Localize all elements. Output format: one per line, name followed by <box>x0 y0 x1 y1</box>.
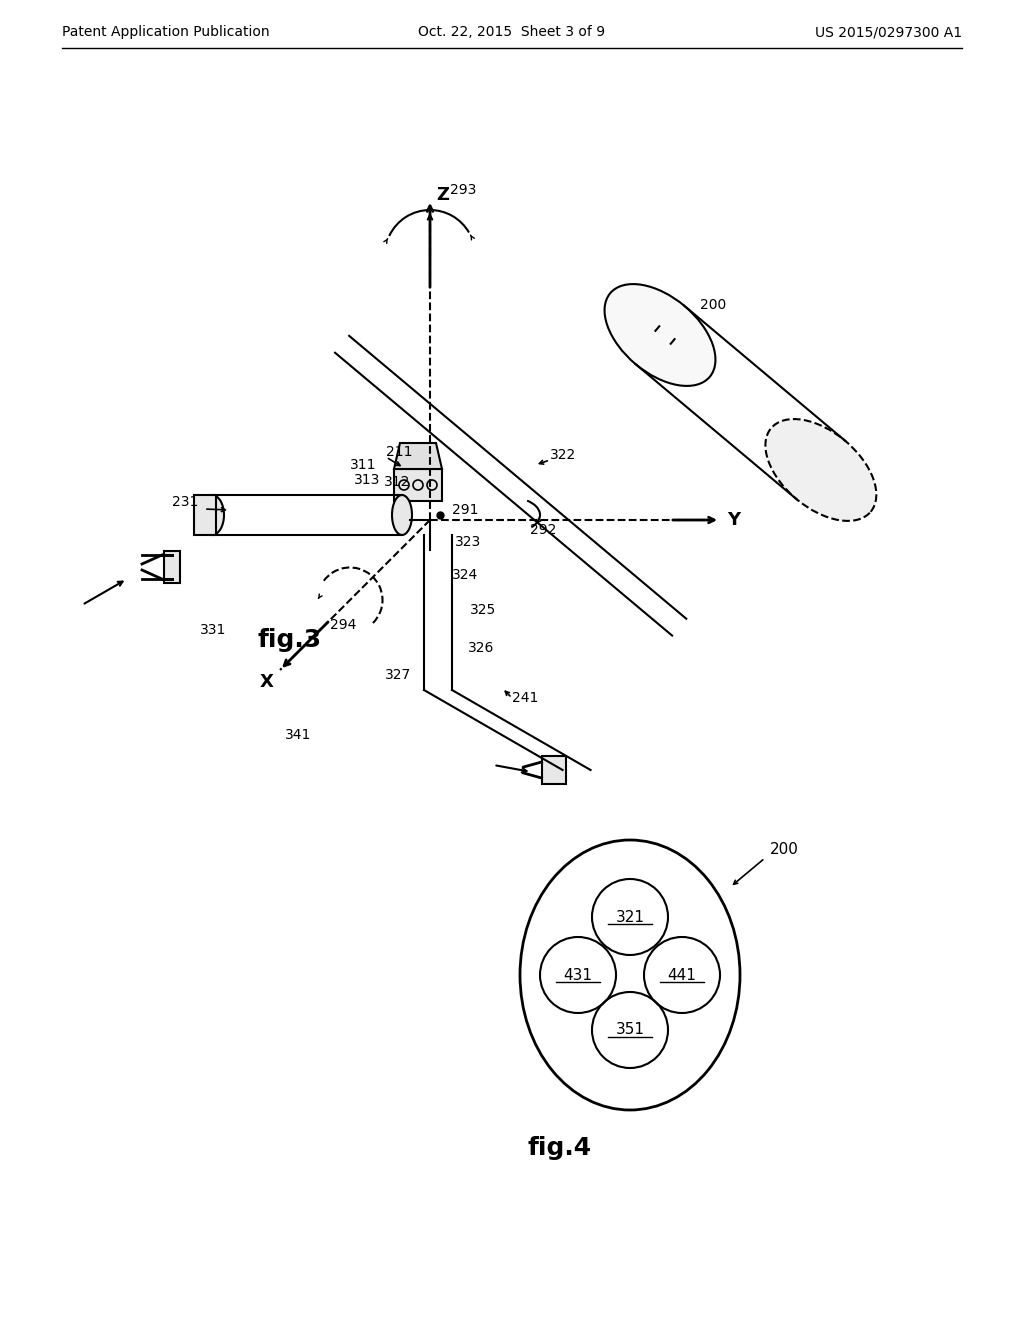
Polygon shape <box>394 444 442 469</box>
Text: 231: 231 <box>172 495 199 510</box>
Ellipse shape <box>392 495 412 535</box>
Bar <box>164 550 180 583</box>
Text: 200: 200 <box>700 298 726 312</box>
Text: 323: 323 <box>455 535 481 549</box>
Text: 431: 431 <box>563 968 593 982</box>
Bar <box>542 756 565 784</box>
Text: 200: 200 <box>770 842 799 858</box>
Text: 312: 312 <box>384 475 411 488</box>
Ellipse shape <box>200 495 224 535</box>
Text: Z: Z <box>436 186 449 205</box>
Text: 327: 327 <box>385 668 412 682</box>
Text: 313: 313 <box>354 473 380 487</box>
Text: Patent Application Publication: Patent Application Publication <box>62 25 269 40</box>
Text: 324: 324 <box>452 568 478 582</box>
Bar <box>394 469 442 502</box>
Text: 294: 294 <box>330 618 356 632</box>
Text: 351: 351 <box>615 1023 644 1038</box>
Text: fig.4: fig.4 <box>528 1137 592 1160</box>
Ellipse shape <box>765 418 877 521</box>
Text: 241: 241 <box>512 690 539 705</box>
Text: 326: 326 <box>468 642 495 655</box>
Text: 331: 331 <box>200 623 226 638</box>
Text: X: X <box>260 673 273 690</box>
Text: 441: 441 <box>668 968 696 982</box>
Text: 322: 322 <box>550 447 577 462</box>
Text: 311: 311 <box>350 458 377 473</box>
Text: 325: 325 <box>470 603 497 616</box>
Text: 341: 341 <box>285 729 311 742</box>
Text: US 2015/0297300 A1: US 2015/0297300 A1 <box>815 25 962 40</box>
Text: 321: 321 <box>615 909 644 924</box>
Text: 292: 292 <box>530 523 556 537</box>
Text: 293: 293 <box>450 183 476 197</box>
Text: fig.3: fig.3 <box>258 628 323 652</box>
Text: Oct. 22, 2015  Sheet 3 of 9: Oct. 22, 2015 Sheet 3 of 9 <box>419 25 605 40</box>
Text: 211: 211 <box>386 445 413 459</box>
Ellipse shape <box>604 284 716 385</box>
Text: Y: Y <box>727 511 740 529</box>
Text: 291: 291 <box>452 503 478 517</box>
Bar <box>194 495 216 535</box>
